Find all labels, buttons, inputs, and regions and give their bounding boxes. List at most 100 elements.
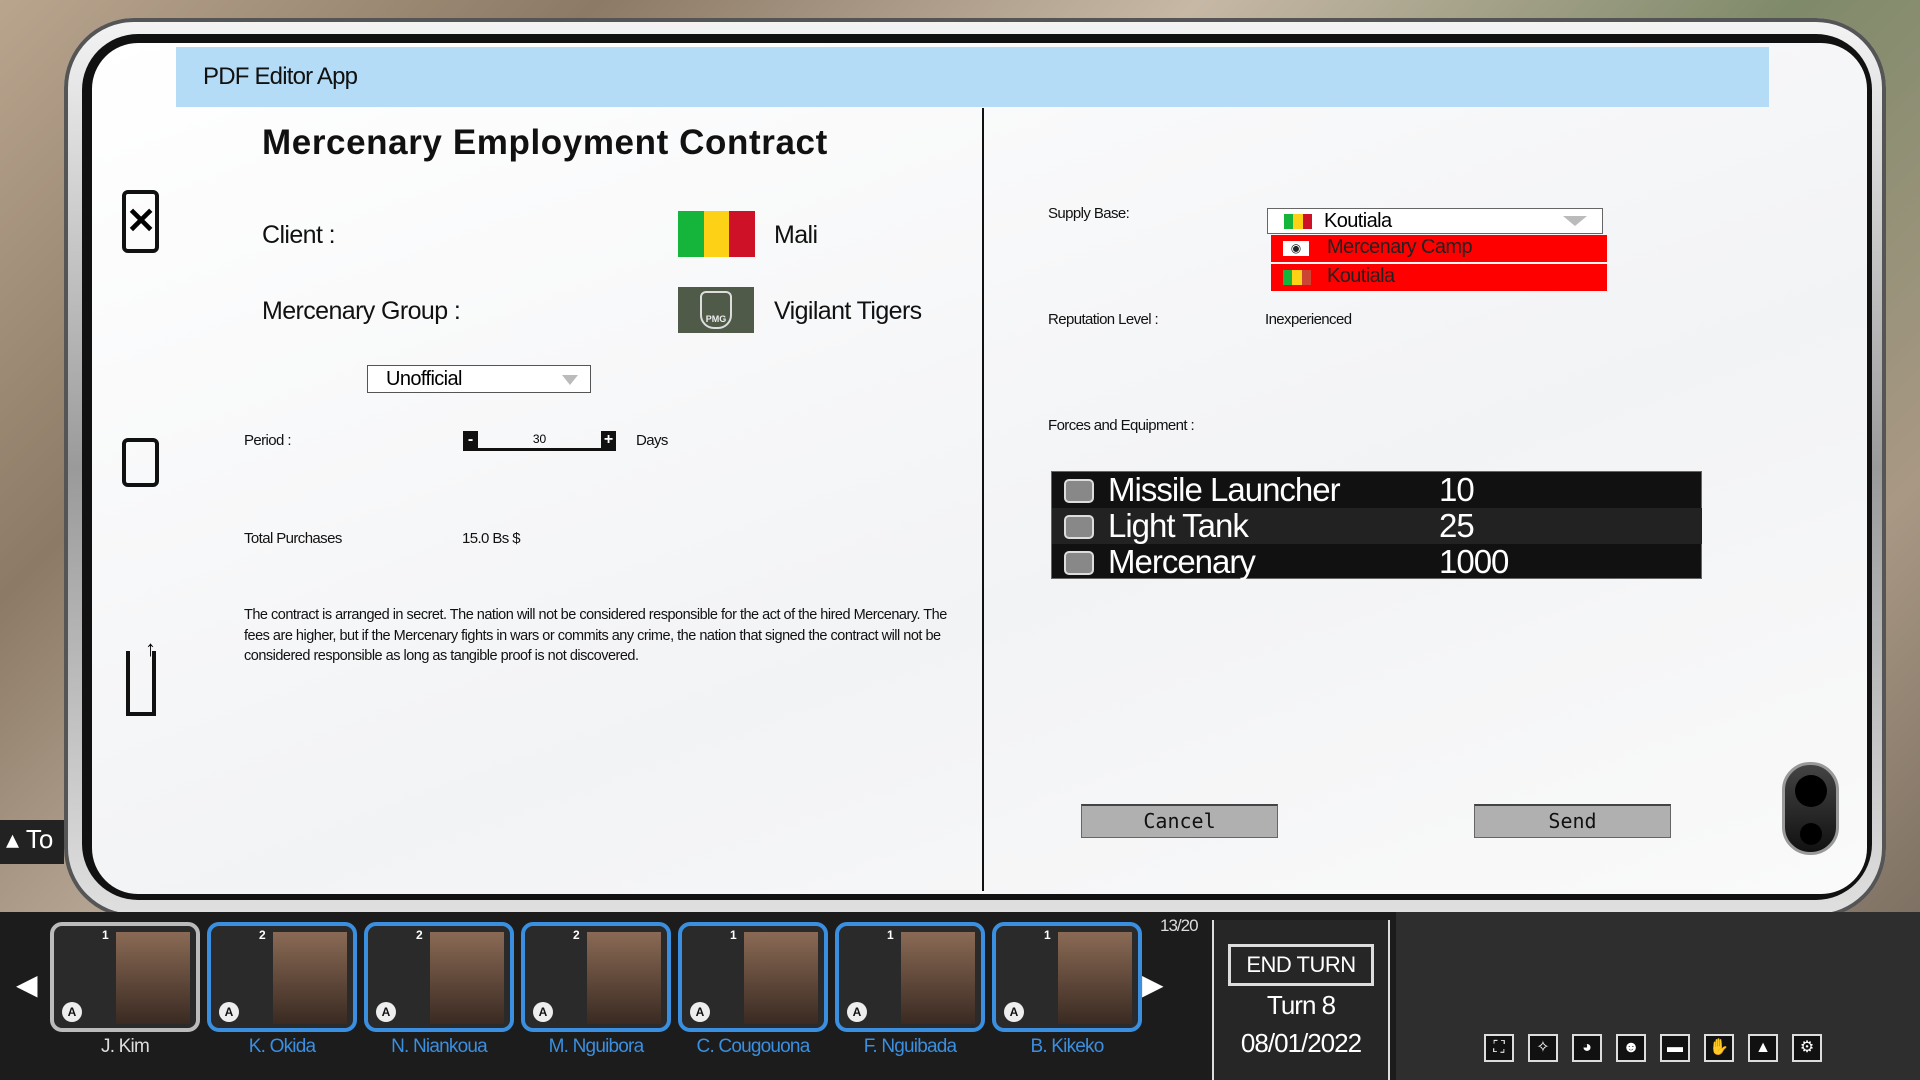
minister-badge: A [690,1002,710,1022]
light-tank-icon [1064,515,1094,539]
supply-selected: Koutiala [1324,210,1392,232]
minister-badge: A [62,1002,82,1022]
minister-name[interactable]: F. Nguibada [863,1036,957,1057]
minister-portrait [273,932,347,1024]
minister-level: 1 [730,928,737,942]
period-stepper[interactable]: - 30 + [463,431,616,451]
forces-table: Missile Launcher 10 Light Tank 25 Mercenar… [1051,471,1702,580]
minister-level: 2 [259,928,266,942]
supply-option-koutiala[interactable]: Koutiala [1271,264,1607,291]
forces-row: Missile Launcher 10 [1052,472,1702,508]
turn-panel: END TURN Turn 8 08/01/2022 [1212,920,1390,1080]
minister-card[interactable]: 2 A [207,922,357,1032]
period-value: 30 [532,432,547,446]
supply-option-mercenary-camp[interactable]: ◉ Mercenary Camp [1271,235,1607,262]
minister-portrait [901,932,975,1024]
force-name: Mercenary [1108,543,1256,580]
minister-name[interactable]: J. Kim [101,1036,150,1057]
app-title: PDF Editor App [203,63,358,90]
contract-type-dropdown[interactable]: Unofficial [367,365,591,393]
mali-flag-icon [1283,270,1311,285]
left-tab[interactable]: ▴ To [0,820,64,864]
group-value: Vigilant Tigers [774,297,922,325]
minister-card[interactable]: 2 A [521,922,671,1032]
page-count: 13/20 [1160,916,1199,935]
minister-card[interactable]: 1 A [678,922,828,1032]
close-icon[interactable]: ✕ [122,190,159,253]
period-minus-button[interactable]: - [463,431,478,451]
minister-level: 2 [573,928,580,942]
minister-card[interactable]: 1 A [835,922,985,1032]
minister-card[interactable]: 2 A [364,922,514,1032]
prev-arrow-icon[interactable]: ◀ [16,969,38,1000]
force-name: Light Tank [1108,507,1249,544]
mercenary-vehicle-icon [1064,551,1094,575]
target-icon[interactable]: ✧ [1528,1034,1558,1062]
mali-flag [678,211,756,257]
page-icon[interactable] [122,438,159,487]
gear-icon[interactable]: ⚙ [1792,1034,1822,1062]
minister-name[interactable]: C. Cougouona [696,1036,811,1057]
palette-icon[interactable]: ◕ [1572,1034,1602,1062]
minister-card[interactable]: 1 A [992,922,1142,1032]
minister-badge: A [1004,1002,1024,1022]
upload-icon[interactable]: ↑ [126,638,156,716]
minister-portrait [1058,932,1132,1024]
forces-label: Forces and Equipment : [1048,417,1195,434]
group-label: Mercenary Group : [262,297,461,325]
force-qty: 1000 [1439,543,1509,580]
client-label: Client : [262,221,336,249]
minister-badge: A [847,1002,867,1022]
contract-title: Mercenary Employment Contract [262,123,828,162]
app-header: PDF Editor App [176,47,1769,107]
chevron-down-icon [1563,216,1587,226]
minister-card[interactable]: 1 A [50,922,200,1032]
minister-portrait [430,932,504,1024]
emblem-text: PMG [700,291,732,329]
force-qty: 10 [1439,471,1475,508]
contract-description: The contract is arranged in secret. The … [244,607,947,664]
minister-level: 1 [102,928,109,942]
handshake-icon[interactable]: ✋ [1704,1034,1734,1062]
end-turn-button[interactable]: END TURN [1228,944,1374,986]
period-unit: Days [636,432,668,449]
supply-base-dropdown[interactable]: Koutiala [1267,208,1603,234]
minister-name[interactable]: M. Nguibora [548,1036,645,1057]
phone-screen: PDF Editor App ✕ ↑ Mercenary Employment … [92,43,1867,894]
option-label: Mercenary Camp [1327,236,1473,258]
next-arrow-icon[interactable]: ▶ [1142,969,1164,1000]
force-name: Missile Launcher [1108,471,1341,508]
minister-name[interactable]: K. Okida [248,1036,316,1057]
globe-icon: ◉ [1283,241,1309,256]
forces-row: Light Tank 25 [1052,508,1702,544]
fullscreen-icon[interactable]: ⛶ [1484,1034,1514,1062]
client-value: Mali [774,221,818,249]
world-minimap[interactable] [1396,912,1920,1080]
left-tab-label: To [25,824,54,854]
total-label: Total Purchases [244,530,342,547]
minister-level: 2 [416,928,423,942]
phone-side-button[interactable] [1782,762,1839,855]
minister-badge: A [219,1002,239,1022]
tank-icon[interactable]: ▬ [1660,1034,1690,1062]
minister-level: 1 [887,928,894,942]
minister-name[interactable]: N. Niankoua [391,1036,488,1057]
option-label: Koutiala [1327,265,1395,287]
people-icon[interactable]: ☻ [1616,1034,1646,1062]
minister-badge: A [376,1002,396,1022]
reputation-label: Reputation Level : [1048,311,1159,328]
send-button[interactable]: Send [1474,804,1671,838]
total-value: 15.0 Bs $ [462,530,521,547]
period-plus-button[interactable]: + [601,431,616,451]
minister-name[interactable]: B. Kikeko [1030,1036,1104,1057]
minister-level: 1 [1044,928,1051,942]
force-qty: 25 [1439,507,1475,544]
supply-label: Supply Base: [1048,205,1130,222]
minister-badge: A [533,1002,553,1022]
building-icon[interactable]: ▲ [1748,1034,1778,1062]
cancel-button[interactable]: Cancel [1081,804,1278,838]
reputation-value: Inexperienced [1265,311,1352,328]
page-divider [982,108,984,891]
forces-row: Mercenary 1000 [1052,544,1702,580]
period-label: Period : [244,432,292,449]
